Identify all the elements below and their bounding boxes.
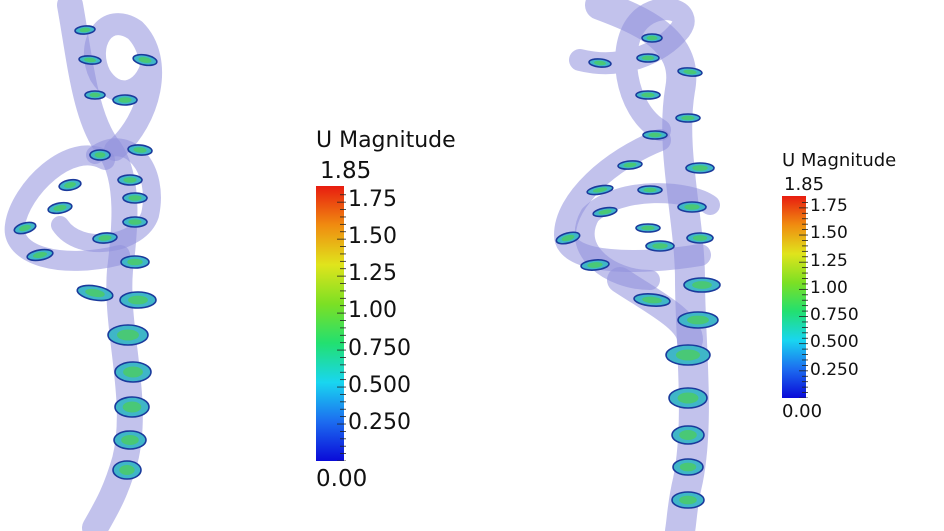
legend-tick-label: 1.50: [810, 223, 848, 244]
legend-tick-label: 0.750: [348, 335, 411, 361]
legend-tick-label: 1.75: [348, 186, 397, 212]
right-visualization: U Magnitude 1.85 0.00 1.75 1.50 1.25 1.00 0.…: [470, 0, 944, 531]
legend-tick-label: 1.25: [810, 250, 848, 271]
left-visualization: U Magnitude 1.85 0.00 1.75 1.50 1.25 1.00 0.…: [0, 0, 470, 531]
vessel-render-left: [4, 0, 163, 531]
legend-min-label: 0.00: [782, 401, 823, 422]
legend-tick-label: 0.500: [810, 332, 859, 353]
legend-max-label: 1.85: [784, 174, 825, 195]
vessel-render-right: [554, 0, 721, 531]
legend-title: U Magnitude: [316, 128, 456, 153]
legend-min-label: 0.00: [316, 466, 368, 492]
legend-tick-label: 1.00: [810, 277, 848, 298]
legend-tick-label: 0.500: [348, 372, 411, 398]
legend-tick-label: 1.50: [348, 224, 397, 250]
cross-sections: [13, 25, 158, 480]
legend-tick-label: 0.250: [810, 359, 859, 380]
legend-tick-label: 1.25: [348, 261, 397, 287]
legend-tick-label: 1.75: [810, 195, 848, 216]
cross-sections: [555, 33, 721, 509]
legend-title: U Magnitude: [782, 150, 897, 171]
legend-tick-label: 0.750: [810, 305, 859, 326]
legend-tick-label: 0.250: [348, 409, 411, 435]
legend-max-label: 1.85: [320, 158, 372, 184]
color-legend: U Magnitude 1.85 0.00 1.75 1.50 1.25 1.00 0.…: [316, 128, 456, 508]
legend-colorbar: [782, 196, 808, 398]
legend-colorbar: [316, 186, 346, 461]
color-legend: U Magnitude 1.85 0.00 1.75 1.50 1.25 1.00 0.…: [782, 150, 942, 440]
legend-tick-label: 1.00: [348, 298, 397, 324]
